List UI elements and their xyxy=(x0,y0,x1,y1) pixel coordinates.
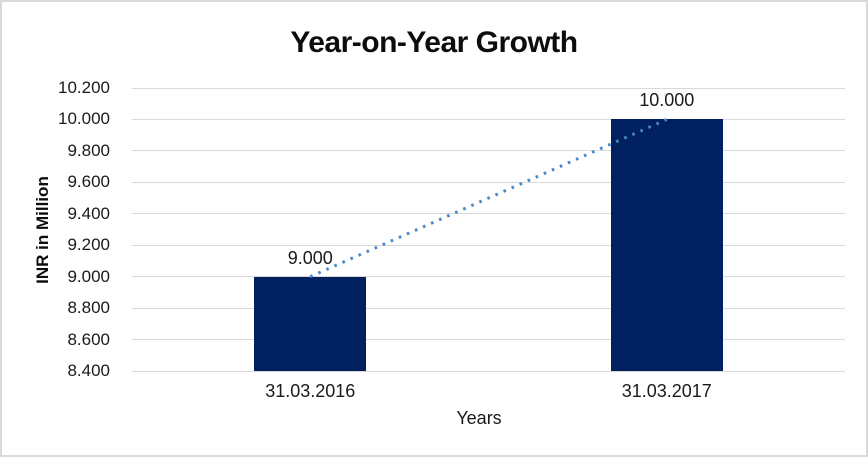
x-category-label: 31.03.2017 xyxy=(621,381,712,401)
gridline xyxy=(132,276,845,278)
gridline xyxy=(132,307,845,309)
bar xyxy=(254,276,367,371)
gridline xyxy=(132,150,845,152)
gridline xyxy=(132,339,845,341)
gridline xyxy=(132,213,845,215)
bar xyxy=(610,119,723,371)
bar-value-label: 10.000 xyxy=(639,90,695,111)
y-tick-label: 8.600 xyxy=(67,329,110,349)
trendline xyxy=(309,118,668,279)
gridline xyxy=(132,370,845,372)
y-tick-label: 9.800 xyxy=(67,140,110,160)
chart-title: Year-on-Year Growth xyxy=(290,26,578,59)
y-tick-label: 9.000 xyxy=(67,266,110,286)
y-tick-label: 10.200 xyxy=(58,78,110,97)
y-tick-label: 9.600 xyxy=(67,172,110,192)
x-axis-title: Years xyxy=(456,408,502,428)
gridline xyxy=(132,181,845,183)
x-category-label: 31.03.2016 xyxy=(265,381,356,401)
y-tick-label: 8.400 xyxy=(67,361,110,380)
gridline xyxy=(132,244,845,246)
gridline xyxy=(132,118,845,120)
bar-value-label: 9.000 xyxy=(287,247,333,268)
y-tick-label: 10.000 xyxy=(58,109,110,129)
y-tick-label: 9.400 xyxy=(67,203,110,223)
y-tick-label: 9.200 xyxy=(67,235,110,255)
y-tick-label: 8.800 xyxy=(67,298,110,318)
gridline xyxy=(132,87,845,89)
